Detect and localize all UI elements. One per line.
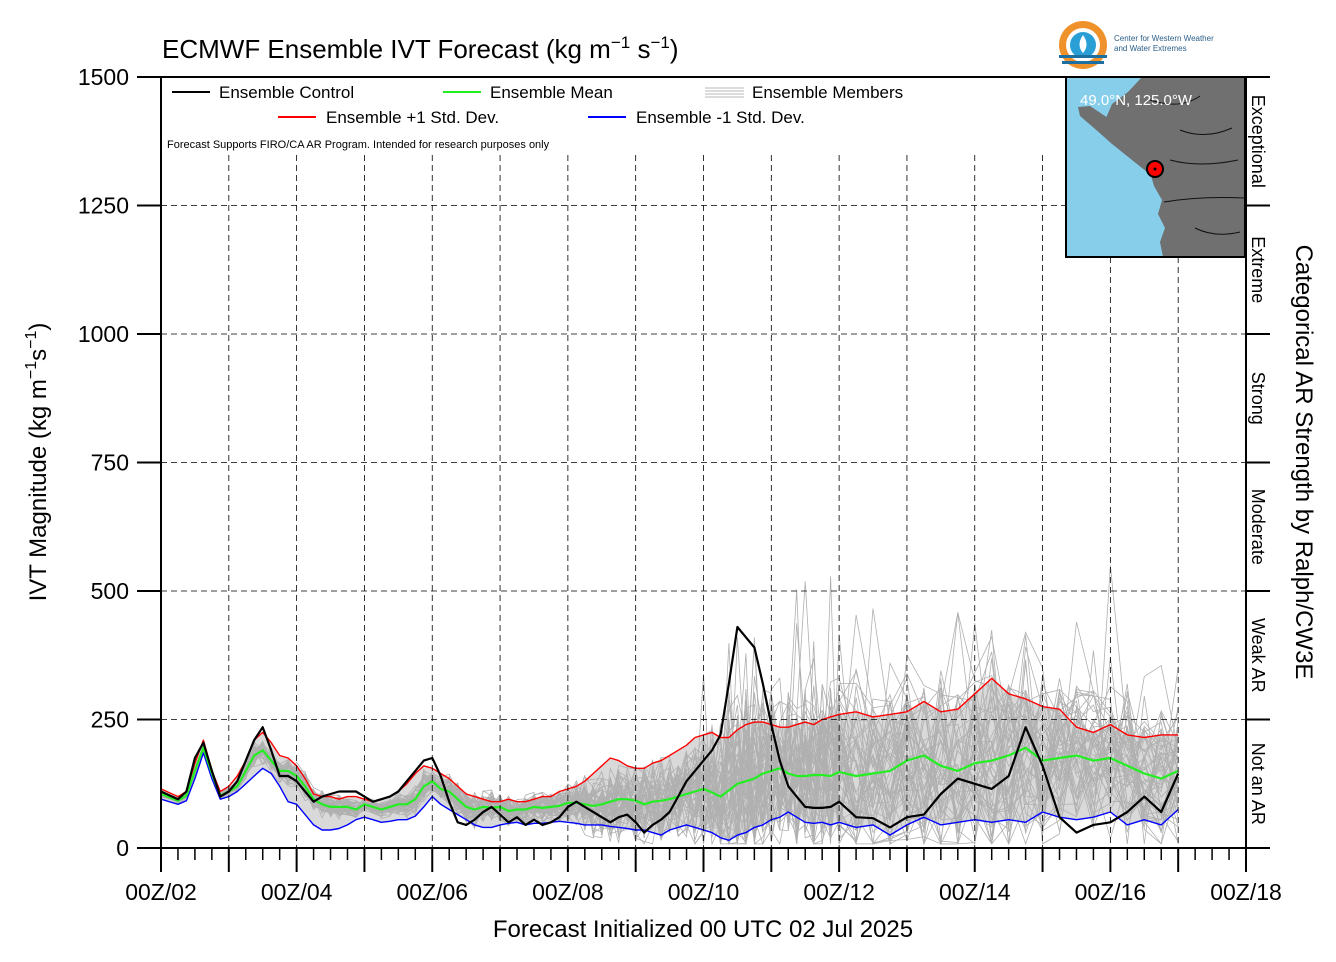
svg-text:Center for Western Weather: Center for Western Weather bbox=[1114, 34, 1214, 43]
category-label: Extreme bbox=[1248, 236, 1268, 303]
x-tick-label: 00Z/18 bbox=[1210, 879, 1282, 905]
legend-minus-std-label: Ensemble -1 Std. Dev. bbox=[636, 108, 805, 127]
chart-title: ECMWF Ensemble IVT Forecast (kg m−1 s−1) bbox=[162, 33, 679, 64]
inset-map: 49.0°N, 125.0°W bbox=[1065, 76, 1246, 258]
mean-line bbox=[161, 746, 1179, 813]
y-tick-label: 250 bbox=[91, 707, 129, 733]
category-label: Exceptional bbox=[1248, 95, 1268, 188]
minus-std-line bbox=[161, 752, 1179, 841]
category-label: Weak AR bbox=[1248, 618, 1268, 693]
x-axis: 00Z/02 00Z/04 00Z/06 00Z/08 00Z/10 00Z/12 00Z/… bbox=[125, 848, 1282, 905]
x-tick-label: 00Z/06 bbox=[396, 879, 468, 905]
legend-control-label: Ensemble Control bbox=[219, 83, 354, 102]
legend-members-label: Ensemble Members bbox=[752, 83, 903, 102]
y-tick-label: 1500 bbox=[78, 64, 129, 90]
cw3e-logo: Center for Western Weather and Water Ext… bbox=[1059, 21, 1214, 69]
ensemble-members bbox=[161, 565, 1179, 846]
ensemble-series bbox=[161, 625, 1180, 841]
legend-members-swatch bbox=[705, 87, 744, 98]
y-axis: 0 250 500 750 1000 1250 1500 bbox=[78, 64, 161, 861]
category-label: Strong bbox=[1248, 372, 1268, 425]
legend: Ensemble Control Ensemble Mean Ensemble … bbox=[167, 83, 903, 151]
legend-mean-label: Ensemble Mean bbox=[490, 83, 613, 102]
x-tick-label: 00Z/02 bbox=[125, 879, 197, 905]
x-tick-label: 00Z/04 bbox=[261, 879, 333, 905]
y-tick-label: 1000 bbox=[78, 321, 129, 347]
x-axis-label: Forecast Initialized 00 UTC 02 Jul 2025 bbox=[493, 916, 913, 943]
x-tick-label: 00Z/16 bbox=[1075, 879, 1147, 905]
y-tick-label: 500 bbox=[91, 578, 129, 604]
x-tick-label: 00Z/14 bbox=[939, 879, 1011, 905]
svg-text:and Water Extremes: and Water Extremes bbox=[1114, 44, 1187, 53]
x-tick-label: 00Z/12 bbox=[803, 879, 875, 905]
ar-category-axis: Not an AR Weak AR Moderate Strong Extreme Exc… bbox=[1246, 76, 1270, 849]
y-axis-label: IVT Magnitude (kg m−1s−1) bbox=[23, 323, 52, 602]
plus-std-line bbox=[161, 677, 1179, 803]
y-tick-label: 0 bbox=[116, 835, 129, 861]
ensemble-member-line bbox=[161, 705, 1179, 827]
y-tick-label: 750 bbox=[91, 450, 129, 476]
disclaimer-text: Forecast Supports FIRO/CA AR Program. In… bbox=[167, 139, 550, 151]
y-tick-label: 1250 bbox=[78, 193, 129, 219]
category-label: Moderate bbox=[1248, 489, 1268, 565]
legend-plus-std-label: Ensemble +1 Std. Dev. bbox=[326, 108, 499, 127]
ensemble-member-line bbox=[161, 565, 1179, 845]
ensemble-member-line bbox=[161, 715, 1179, 821]
location-label: 49.0°N, 125.0°W bbox=[1080, 92, 1193, 109]
control-line bbox=[161, 625, 1180, 834]
category-label: Not an AR bbox=[1248, 743, 1268, 825]
right-axis-label: Categorical AR Strength by Ralph/CW3E bbox=[1290, 245, 1317, 680]
x-tick-label: 00Z/08 bbox=[532, 879, 604, 905]
x-tick-label: 00Z/10 bbox=[668, 879, 740, 905]
